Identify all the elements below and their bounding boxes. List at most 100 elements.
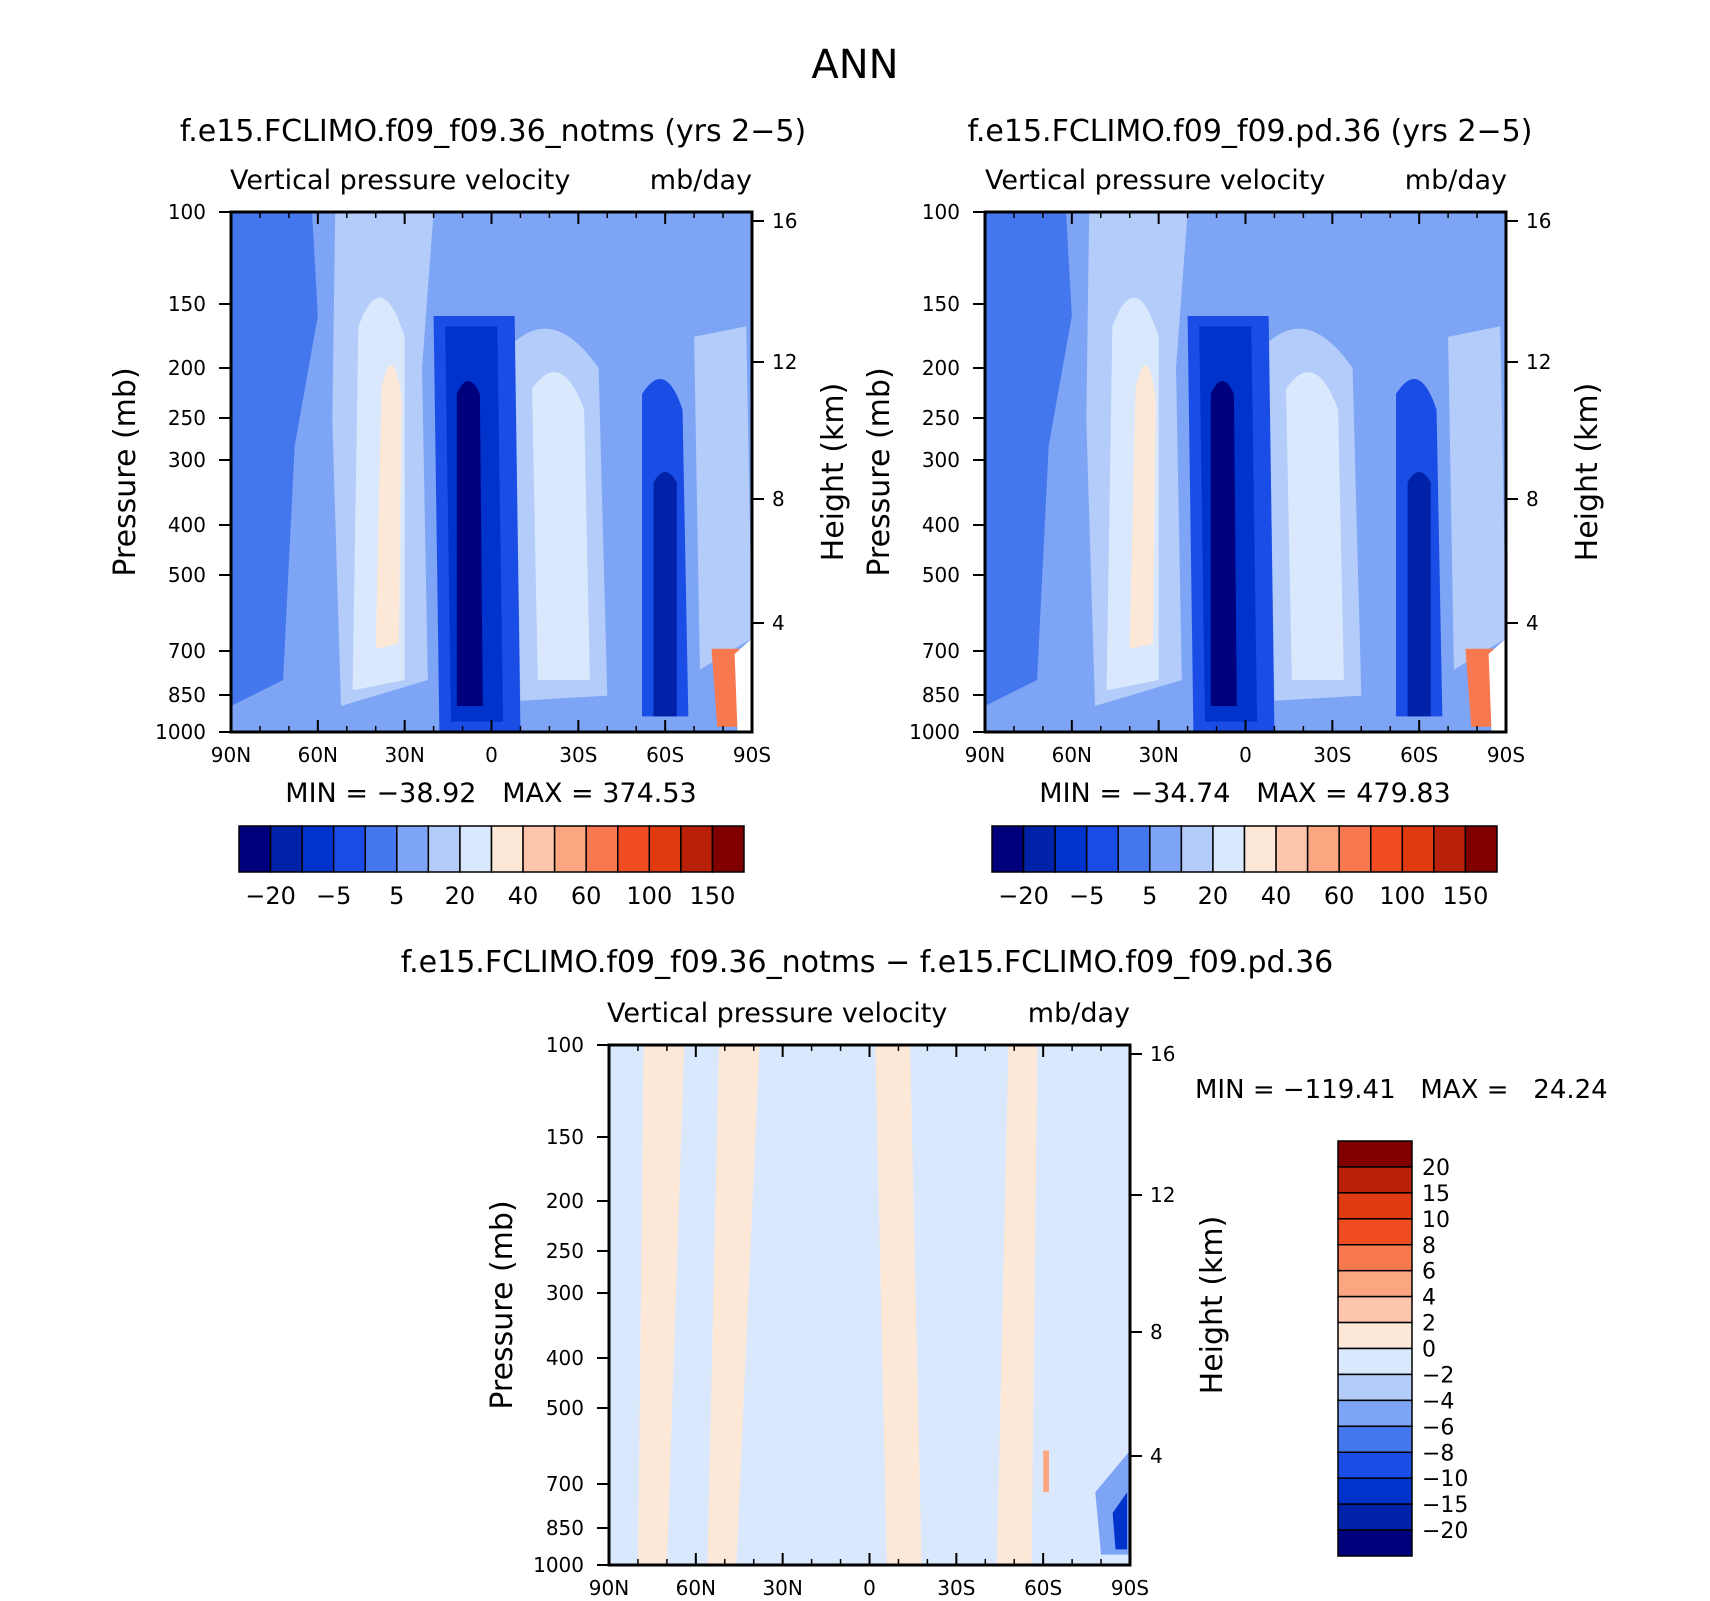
field-region — [1043, 1450, 1049, 1493]
colorbar-label: 15 — [1422, 1182, 1450, 1207]
colorbar-label: −20 — [998, 882, 1049, 910]
colorbar-label: 20 — [1198, 882, 1229, 910]
colorbar-swatch — [522, 825, 556, 873]
field-region — [456, 381, 483, 706]
x-tick-label: 90N — [589, 1576, 629, 1600]
panel-1-subtitle-right: mb/day — [650, 165, 752, 196]
colorbar-swatch — [1337, 1503, 1413, 1531]
y-tick-label: 100 — [922, 200, 960, 224]
field-region — [711, 648, 741, 727]
panel-1-colorbar: −20 −5 5 20 40 60 100 150 — [238, 825, 745, 910]
colorbar-swatch — [364, 825, 398, 873]
panel-2-title: f.e15.FCLIMO.f09_f09.pd.36 (yrs 2−5) — [968, 114, 1533, 149]
y-tick-label: 150 — [922, 292, 960, 316]
x-tick-label: 60S — [1400, 743, 1438, 767]
y-tick-label: 700 — [546, 1472, 584, 1496]
x-tick-label: 0 — [1239, 743, 1252, 767]
x-tick-label: 60N — [676, 1576, 716, 1600]
colorbar-label: −20 — [245, 882, 296, 910]
panel-1-min-max: MIN = −38.92 MAX = 374.53 — [285, 778, 696, 809]
colorbar-swatch — [1337, 1218, 1413, 1246]
x-tick-label: 90S — [733, 743, 771, 767]
colorbar-label: −20 — [1422, 1519, 1468, 1544]
x-tick-label: 0 — [485, 743, 498, 767]
colorbar-swatch — [1337, 1529, 1413, 1557]
field-region — [1488, 638, 1506, 732]
y-tick-label: 200 — [546, 1189, 584, 1213]
panel-2-subtitle-left: Vertical pressure velocity — [985, 165, 1325, 196]
field-region — [231, 212, 318, 706]
colorbar-label: 8 — [1422, 1234, 1436, 1259]
height-tick-label: 16 — [1526, 209, 1551, 233]
field-background — [609, 1045, 1130, 1565]
colorbar-swatch — [1337, 1425, 1413, 1453]
colorbar-swatch — [1337, 1244, 1413, 1272]
colorbar-swatch — [490, 825, 524, 873]
height-tick-label: 4 — [772, 611, 785, 635]
colorbar-swatch — [1337, 1347, 1413, 1376]
colorbar-swatch — [553, 825, 587, 873]
panel-1-title: f.e15.FCLIMO.f09_f09.36_notms (yrs 2−5) — [180, 114, 806, 149]
field-region — [1210, 381, 1237, 706]
colorbar-swatch — [1085, 825, 1119, 873]
colorbar-label: −6 — [1422, 1415, 1454, 1440]
panel-1-field — [231, 212, 752, 732]
height-tick-label: 4 — [1150, 1444, 1163, 1468]
y-tick-label: 500 — [546, 1396, 584, 1420]
colorbar-label: 10 — [1422, 1208, 1450, 1233]
colorbar-swatch — [1243, 825, 1277, 873]
x-tick-label: 30S — [559, 743, 597, 767]
panel-2-subtitle-right: mb/day — [1405, 165, 1507, 196]
field-region — [375, 365, 402, 649]
field-region — [532, 372, 590, 680]
colorbar-swatch — [711, 825, 745, 873]
height-tick-label: 16 — [1150, 1042, 1175, 1066]
colorbar-swatch — [1338, 825, 1372, 873]
colorbar-label: 20 — [445, 882, 476, 910]
x-tick-label: 30S — [937, 1576, 975, 1600]
colorbar-swatch — [585, 825, 619, 873]
field-region — [1112, 1492, 1128, 1550]
y-tick-label: 400 — [546, 1346, 584, 1370]
colorbar-label: −5 — [1069, 882, 1104, 910]
panel-3-ylabel-right: Height (km) — [1195, 1216, 1230, 1395]
colorbar-swatch — [1337, 1269, 1413, 1298]
y-tick-label: 100 — [546, 1033, 584, 1057]
colorbar-swatch — [1180, 825, 1214, 873]
colorbar-label: 6 — [1422, 1260, 1436, 1285]
y-tick-label: 400 — [168, 513, 206, 537]
panel-1-axes: 90N 60N 30N 0 30S 60S 90S 100 150 200 250 300 400 500… — [155, 200, 797, 767]
colorbar-swatch — [1337, 1295, 1413, 1324]
field-region — [694, 326, 752, 670]
panel-1: f.e15.FCLIMO.f09_f09.36_notms (yrs 2−5) … — [108, 114, 851, 910]
colorbar-swatch — [680, 825, 714, 873]
x-tick-label: 90N — [211, 743, 251, 767]
colorbar-swatch — [1337, 1192, 1413, 1220]
y-tick-label: 850 — [546, 1516, 584, 1540]
y-tick-label: 1000 — [155, 720, 206, 744]
colorbar-swatch — [1337, 1477, 1413, 1505]
field-region — [985, 212, 1072, 706]
x-tick-label: 60S — [1024, 1576, 1062, 1600]
y-tick-label: 500 — [922, 563, 960, 587]
colorbar-swatch — [1370, 825, 1404, 873]
height-tick-label: 12 — [1526, 350, 1551, 374]
field-region — [707, 1045, 760, 1565]
colorbar-label: 0 — [1422, 1338, 1436, 1363]
y-tick-label: 500 — [168, 563, 206, 587]
colorbar-swatch — [1337, 1373, 1413, 1402]
panel-1-ylabel-right: Height (km) — [816, 383, 851, 562]
colorbar-swatch — [1464, 825, 1498, 873]
y-tick-label: 850 — [922, 683, 960, 707]
colorbar-label: −10 — [1422, 1467, 1468, 1492]
colorbar-swatch — [1337, 1399, 1413, 1428]
x-tick-label: 90N — [965, 743, 1005, 767]
colorbar-label: −2 — [1422, 1363, 1454, 1388]
field-region — [1465, 648, 1495, 727]
y-tick-label: 300 — [922, 448, 960, 472]
colorbar-label: 40 — [508, 882, 539, 910]
field-region — [1407, 472, 1431, 717]
colorbar-swatch — [459, 825, 493, 873]
